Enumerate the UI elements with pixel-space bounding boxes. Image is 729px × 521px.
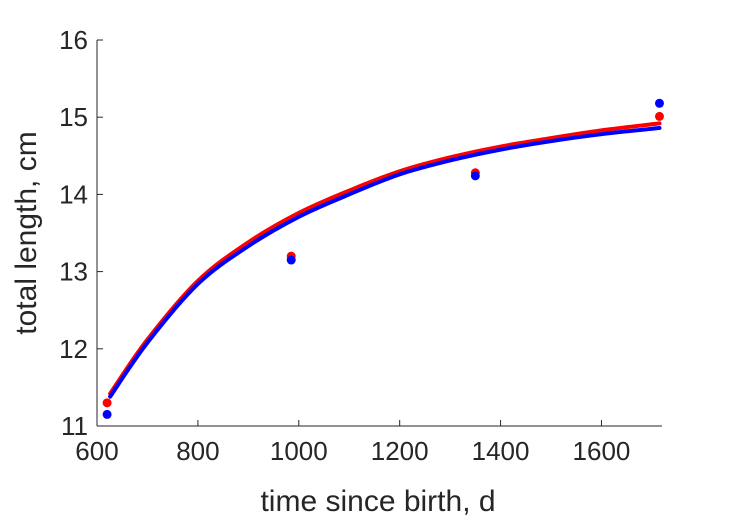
data-point-1 bbox=[654, 111, 664, 121]
x-tick-label: 1000 bbox=[270, 436, 328, 466]
data-point-1 bbox=[102, 398, 112, 408]
axes-layer bbox=[96, 40, 662, 427]
data-point-2 bbox=[470, 171, 480, 181]
ticks-layer: 600 800 1000 1200 1400 1600 11 12 13 14 15 16 bbox=[59, 25, 630, 466]
fit-curve-1 bbox=[108, 121, 662, 396]
y-tick-label: 14 bbox=[59, 179, 88, 209]
x-tick-label: 600 bbox=[75, 436, 118, 466]
data-point-2 bbox=[654, 98, 664, 108]
y-tick-label: 12 bbox=[59, 334, 88, 364]
x-tick-label: 800 bbox=[176, 436, 219, 466]
x-axis-label: time since birth, d bbox=[260, 485, 495, 518]
data-point-2 bbox=[286, 255, 296, 265]
y-tick-label: 15 bbox=[59, 102, 88, 132]
x-tick-label: 1200 bbox=[371, 436, 429, 466]
y-tick-label: 13 bbox=[59, 257, 88, 287]
y-tick-label: 11 bbox=[61, 411, 88, 441]
y-tick-label: 16 bbox=[59, 25, 88, 55]
y-axis-label: total length, cm bbox=[10, 131, 43, 334]
x-tick-label: 1600 bbox=[573, 436, 631, 466]
data-point-2 bbox=[102, 409, 112, 419]
curves-layer bbox=[108, 121, 662, 399]
fit-curve-2 bbox=[108, 126, 662, 399]
x-tick-label: 1400 bbox=[472, 436, 530, 466]
points-layer bbox=[102, 98, 664, 419]
